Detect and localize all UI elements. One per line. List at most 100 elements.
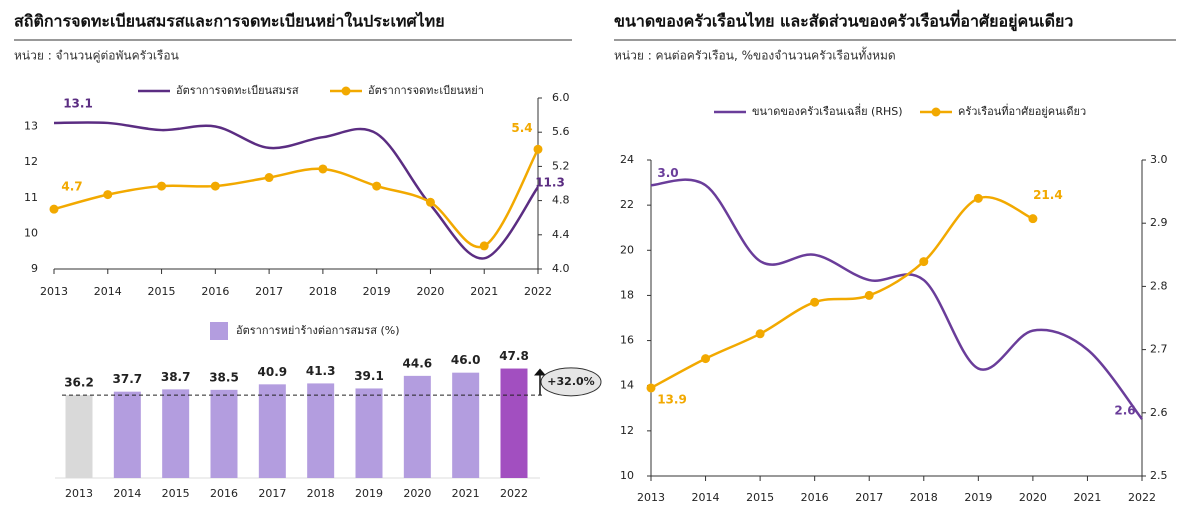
legend-marker xyxy=(931,107,941,117)
value-label: 13.9 xyxy=(657,392,687,406)
y-tick-label: 20 xyxy=(620,243,634,256)
x-tick-label: 2017 xyxy=(255,285,283,298)
x-tick-label: 2015 xyxy=(746,491,774,504)
y-tick-label: 12 xyxy=(24,155,38,168)
y2-tick-label: 4.0 xyxy=(552,262,570,275)
bar xyxy=(500,368,528,478)
marker xyxy=(919,257,929,267)
bar xyxy=(258,384,286,478)
marker xyxy=(264,173,274,183)
x-tick-label: 2019 xyxy=(355,487,383,500)
legend-label: ขนาดของครัวเรือนเฉลี่ย (RHS) xyxy=(752,103,903,118)
value-label: 21.4 xyxy=(1033,188,1063,202)
value-label: 2.6 xyxy=(1114,404,1135,418)
left-subtitle: หน่วย : จำนวนคู่ต่อพันครัวเรือน xyxy=(14,49,179,64)
marker xyxy=(973,193,983,203)
x-tick-label: 2021 xyxy=(1073,491,1101,504)
left-title: สถิติการจดทะเบียนสมรสและการจดทะเบียนหย่า… xyxy=(14,12,445,31)
bar xyxy=(113,391,141,478)
x-tick-label: 2018 xyxy=(910,491,938,504)
x-tick-label: 2015 xyxy=(148,285,176,298)
bar xyxy=(210,389,238,478)
x-tick-label: 2017 xyxy=(855,491,883,504)
marker xyxy=(103,190,113,200)
y-tick-label: 16 xyxy=(620,334,634,347)
x-tick-label: 2014 xyxy=(113,487,141,500)
value-label: 3.0 xyxy=(657,166,678,180)
x-tick-label: 2014 xyxy=(692,491,720,504)
x-tick-label: 2016 xyxy=(201,285,229,298)
x-tick-label: 2015 xyxy=(162,487,190,500)
x-tick-label: 2020 xyxy=(416,285,444,298)
y2-tick-label: 5.6 xyxy=(552,125,570,138)
x-tick-label: 2018 xyxy=(309,285,337,298)
bar xyxy=(355,388,383,478)
y-tick-label: 9 xyxy=(31,262,38,275)
line xyxy=(650,178,1143,420)
y2-tick-label: 3.0 xyxy=(1150,153,1168,166)
right-title: ขนาดของครัวเรือนไทย และสัดส่วนของครัวเรื… xyxy=(614,10,1073,33)
x-tick-label: 2016 xyxy=(801,491,829,504)
x-tick-label: 2017 xyxy=(258,487,286,500)
value-label: 46.0 xyxy=(451,353,481,367)
value-label: 39.1 xyxy=(354,369,384,383)
y2-tick-label: 5.2 xyxy=(552,159,570,172)
y2-tick-label: 2.6 xyxy=(1150,406,1168,419)
legend-label: อัตราการจดทะเบียนสมรส xyxy=(176,84,299,97)
marker xyxy=(646,383,656,393)
bar xyxy=(452,372,480,478)
x-tick-label: 2018 xyxy=(307,487,335,500)
y-tick-label: 10 xyxy=(24,226,38,239)
y2-tick-label: 6.0 xyxy=(552,91,570,104)
y2-tick-label: 2.9 xyxy=(1150,216,1168,229)
marker xyxy=(157,181,167,191)
y-tick-label: 24 xyxy=(620,153,634,166)
marker xyxy=(372,181,382,191)
x-tick-label: 2014 xyxy=(94,285,122,298)
bar xyxy=(307,383,335,478)
marker xyxy=(864,290,874,300)
y2-tick-label: 2.5 xyxy=(1150,469,1168,482)
right-subtitle: หน่วย : คนต่อครัวเรือน, %ของจำนวนครัวเรื… xyxy=(614,47,896,63)
value-label: 38.5 xyxy=(209,370,239,384)
value-label: 44.6 xyxy=(403,356,433,370)
x-tick-label: 2020 xyxy=(403,487,431,500)
marker xyxy=(701,354,711,364)
marker xyxy=(49,204,59,214)
value-label: 5.4 xyxy=(511,121,532,135)
x-tick-label: 2013 xyxy=(637,491,665,504)
marker xyxy=(810,297,820,307)
y2-tick-label: 4.8 xyxy=(552,194,570,207)
marker xyxy=(479,241,489,251)
y2-tick-label: 2.7 xyxy=(1150,343,1168,356)
x-tick-label: 2022 xyxy=(1128,491,1156,504)
x-tick-label: 2016 xyxy=(210,487,238,500)
x-tick-label: 2022 xyxy=(524,285,552,298)
arrow-head xyxy=(534,368,546,376)
value-label: 37.7 xyxy=(113,372,143,386)
annotation-bubble xyxy=(540,367,602,397)
marker xyxy=(425,197,435,207)
y-tick-label: 18 xyxy=(620,288,634,301)
y-tick-label: 10 xyxy=(620,469,634,482)
value-label: 11.3 xyxy=(535,176,565,190)
x-tick-label: 2019 xyxy=(964,491,992,504)
annotation: +32.0% xyxy=(547,375,594,388)
y-tick-label: 11 xyxy=(24,191,38,204)
x-tick-label: 2021 xyxy=(470,285,498,298)
y2-tick-label: 2.8 xyxy=(1150,279,1168,292)
x-tick-label: 2020 xyxy=(1019,491,1047,504)
marker xyxy=(1028,214,1038,224)
x-tick-label: 2013 xyxy=(65,487,93,500)
bar xyxy=(162,389,190,478)
legend-label: อัตราการหย่าร้างต่อการสมรส (%) xyxy=(236,324,400,337)
marker xyxy=(533,144,543,154)
marker xyxy=(755,329,765,339)
y2-tick-label: 4.4 xyxy=(552,228,570,241)
value-label: 41.3 xyxy=(306,364,336,378)
marker xyxy=(318,164,328,174)
legend-swatch xyxy=(210,322,228,340)
bar xyxy=(65,395,93,478)
legend-label: ครัวเรือนที่อาศัยอยู่คนเดียว xyxy=(958,103,1086,118)
value-label: 13.1 xyxy=(63,96,93,110)
